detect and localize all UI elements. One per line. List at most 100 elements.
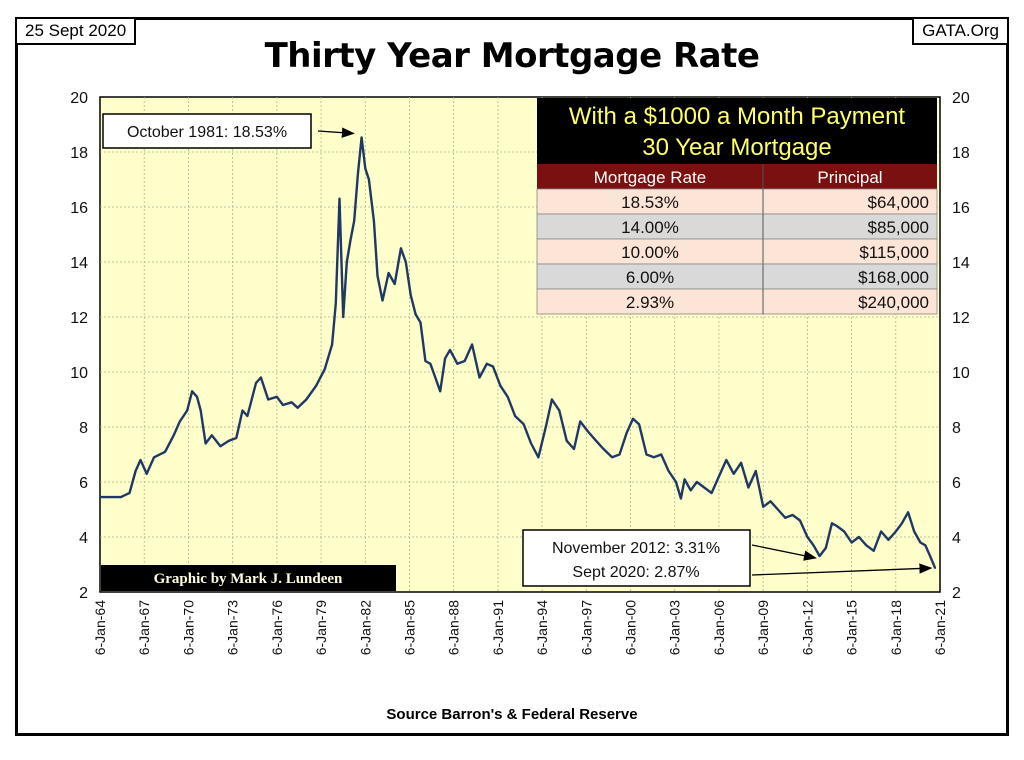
data-point (544, 426, 547, 428)
data-point (449, 349, 451, 351)
data-point (399, 247, 402, 250)
data-point (799, 519, 801, 522)
data-point (880, 530, 882, 533)
x-tick-label: 6-Jan-79 (313, 600, 329, 655)
x-tick-label: 6-Jan-21 (932, 600, 948, 655)
data-point (360, 136, 363, 139)
data-point (732, 472, 735, 475)
y-tick-label-left: 14 (70, 255, 88, 272)
annotation-peak-text: October 1981: 18.53% (127, 124, 287, 141)
data-point (675, 481, 677, 483)
data-point (128, 492, 131, 494)
data-point (471, 343, 474, 346)
table-cell-rate: 14.00% (621, 218, 679, 237)
data-point (551, 398, 553, 401)
x-tick-label: 6-Jan-73 (225, 600, 241, 655)
table-cell-rate: 2.93% (626, 293, 674, 312)
data-point (492, 365, 494, 368)
table-title-line2: 30 Year Mortgage (642, 134, 831, 161)
data-point (463, 360, 466, 362)
data-point (345, 261, 348, 263)
data-point (611, 456, 614, 459)
data-point (315, 384, 318, 387)
data-point (695, 481, 698, 483)
x-tick-label: 6-Jan-12 (799, 600, 815, 655)
data-point (652, 456, 655, 459)
data-point (210, 434, 213, 437)
data-point (282, 404, 284, 406)
data-point (579, 420, 582, 423)
data-point (710, 492, 713, 494)
table-title-bg (537, 98, 937, 164)
data-point (434, 376, 437, 379)
data-point (499, 384, 502, 387)
data-point (290, 401, 293, 404)
annotation-2020-text: Sept 2020: 2.87% (572, 564, 699, 581)
y-tick-label-right: 6 (952, 475, 961, 492)
x-tick-label: 6-Jan-91 (490, 600, 506, 655)
table-cell-rate: 6.00% (626, 268, 674, 287)
annotation-box-low (522, 529, 751, 587)
x-tick-label: 6-Jan-64 (92, 600, 108, 655)
y-tick-label-right: 12 (952, 310, 970, 327)
data-point (595, 439, 598, 442)
data-point (153, 456, 155, 459)
y-tick-label-left: 10 (70, 365, 88, 382)
data-point (565, 439, 568, 442)
data-point (219, 445, 222, 448)
x-tick-label: 6-Jan-88 (446, 600, 462, 655)
data-point (645, 453, 648, 456)
y-tick-label-left: 4 (79, 530, 88, 547)
data-point (419, 321, 422, 324)
data-point (267, 398, 270, 401)
data-point (305, 398, 308, 401)
data-point (831, 522, 833, 525)
data-point (818, 555, 821, 557)
x-tick-label: 6-Jan-15 (844, 600, 860, 655)
data-point (824, 547, 827, 549)
credit-label: Graphic by Mark J. Lundeen (154, 571, 343, 587)
data-point (934, 567, 936, 569)
data-point (139, 459, 142, 461)
annotation-2012-arrow (751, 544, 817, 561)
data-point (478, 376, 481, 379)
data-point (894, 530, 897, 533)
data-point (573, 448, 575, 450)
data-point (334, 302, 337, 305)
data-point (429, 362, 432, 365)
data-point (241, 409, 244, 412)
data-point (368, 178, 370, 181)
data-point (119, 496, 122, 499)
table-cell-principal: $64,000 (868, 193, 929, 212)
data-point (747, 486, 750, 489)
data-point (762, 505, 765, 508)
credit-bg (101, 565, 396, 591)
data-point (776, 508, 779, 511)
data-point (456, 362, 459, 365)
data-point (602, 448, 605, 450)
data-point (660, 453, 663, 456)
x-tick-label: 6-Jan-03 (667, 600, 683, 655)
table-row (536, 288, 938, 315)
data-point (924, 544, 927, 547)
x-tick-label: 6-Jan-85 (401, 600, 417, 655)
data-point (191, 390, 194, 393)
data-point (537, 456, 540, 459)
data-point (919, 541, 922, 544)
data-point (172, 434, 175, 437)
annotation-peak-arrow (317, 127, 355, 138)
x-tick-label: 6-Jan-18 (888, 600, 904, 655)
data-point (850, 541, 853, 544)
table-cell-principal: $168,000 (858, 268, 929, 287)
x-tick-label: 6-Jan-76 (269, 600, 285, 655)
data-point (228, 439, 230, 442)
data-point (372, 219, 375, 222)
data-point (522, 423, 525, 426)
y-tick-label-left: 18 (70, 145, 88, 162)
site-label: GATA.Org (912, 17, 1009, 45)
y-tick-label-left: 2 (79, 585, 88, 602)
table-col-rate: Mortgage Rate (594, 168, 706, 187)
annotation-2012-text: November 2012: 3.31% (552, 540, 720, 557)
data-point (907, 511, 909, 514)
data-point (725, 459, 728, 461)
